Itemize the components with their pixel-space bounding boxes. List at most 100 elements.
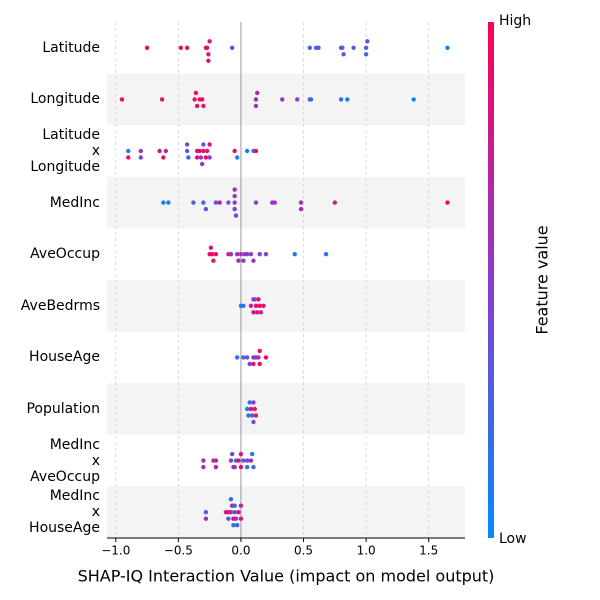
point bbox=[203, 155, 209, 160]
point bbox=[323, 252, 329, 257]
x-axis-label: SHAP-IQ Interaction Value (impact on mod… bbox=[78, 567, 495, 586]
point bbox=[411, 97, 416, 102]
point bbox=[298, 200, 304, 205]
point bbox=[201, 458, 206, 463]
colorbar-label: Feature value bbox=[533, 225, 552, 334]
point bbox=[166, 200, 171, 205]
point bbox=[138, 155, 143, 160]
point bbox=[228, 497, 234, 502]
point bbox=[261, 303, 266, 308]
point bbox=[236, 458, 241, 463]
point bbox=[232, 148, 237, 154]
y-tick-label: MedInc x AveOccup bbox=[30, 436, 100, 485]
point bbox=[209, 252, 215, 257]
point bbox=[229, 451, 235, 457]
point bbox=[257, 348, 262, 354]
row-band bbox=[107, 73, 465, 126]
point bbox=[228, 510, 234, 515]
point bbox=[340, 45, 345, 50]
point bbox=[345, 97, 350, 102]
point bbox=[445, 200, 450, 205]
point bbox=[255, 310, 260, 315]
point bbox=[256, 355, 261, 360]
point bbox=[211, 258, 216, 263]
point bbox=[365, 39, 370, 44]
point bbox=[298, 206, 304, 212]
y-tick-label: Population bbox=[26, 401, 100, 417]
point bbox=[295, 97, 300, 102]
point bbox=[250, 451, 255, 457]
point bbox=[241, 355, 246, 360]
point bbox=[253, 303, 259, 308]
point bbox=[244, 355, 250, 360]
point bbox=[203, 516, 209, 521]
point bbox=[248, 303, 254, 308]
point bbox=[338, 97, 344, 102]
point bbox=[248, 406, 254, 412]
point bbox=[201, 142, 206, 147]
point bbox=[234, 355, 240, 360]
point bbox=[341, 52, 346, 57]
point bbox=[351, 45, 356, 50]
point bbox=[246, 413, 251, 418]
y-tick-label: MedInc bbox=[49, 194, 100, 211]
point bbox=[236, 258, 241, 263]
point bbox=[157, 148, 162, 154]
point bbox=[248, 252, 254, 257]
point bbox=[244, 464, 250, 470]
point bbox=[307, 45, 312, 50]
point bbox=[363, 52, 369, 57]
point bbox=[236, 510, 241, 515]
row-band bbox=[107, 383, 465, 435]
point bbox=[363, 45, 369, 50]
point bbox=[253, 97, 259, 102]
point bbox=[231, 523, 236, 528]
row-band bbox=[107, 280, 465, 332]
point bbox=[257, 252, 262, 257]
point bbox=[232, 206, 237, 212]
point bbox=[213, 458, 219, 463]
point bbox=[232, 200, 237, 205]
point bbox=[244, 458, 250, 463]
point bbox=[232, 510, 237, 515]
y-tick-label: HouseAge bbox=[29, 349, 100, 366]
point bbox=[186, 155, 191, 160]
point bbox=[228, 458, 234, 463]
point bbox=[184, 142, 190, 147]
point bbox=[201, 464, 206, 470]
point bbox=[256, 297, 261, 302]
x-tick-label: 1.5 bbox=[419, 544, 438, 558]
point bbox=[203, 510, 209, 515]
y-tick-label: MedInc x HouseAge bbox=[29, 488, 100, 537]
y-tick-label: AveBedrms bbox=[20, 297, 100, 314]
point bbox=[238, 464, 244, 470]
point bbox=[244, 148, 250, 154]
point bbox=[207, 39, 212, 44]
point bbox=[203, 206, 209, 212]
point bbox=[255, 90, 260, 96]
point bbox=[251, 258, 256, 263]
point bbox=[161, 155, 166, 160]
point bbox=[199, 161, 205, 167]
point bbox=[253, 103, 259, 109]
point bbox=[204, 148, 210, 154]
point bbox=[232, 187, 237, 192]
point bbox=[232, 503, 237, 508]
point bbox=[251, 464, 256, 470]
point bbox=[201, 200, 206, 205]
colorbar-high: High bbox=[499, 13, 531, 29]
point bbox=[159, 97, 165, 102]
colorbar-low: Low bbox=[499, 531, 527, 547]
point bbox=[241, 258, 246, 263]
point bbox=[241, 303, 246, 308]
point bbox=[316, 45, 321, 50]
point bbox=[213, 252, 219, 257]
y-tick-label: AveOccup bbox=[30, 246, 100, 263]
y-tick-label: Latitude x Longitude bbox=[30, 127, 100, 175]
point bbox=[241, 458, 246, 463]
point bbox=[226, 516, 231, 521]
point bbox=[233, 516, 239, 521]
point bbox=[234, 523, 240, 528]
